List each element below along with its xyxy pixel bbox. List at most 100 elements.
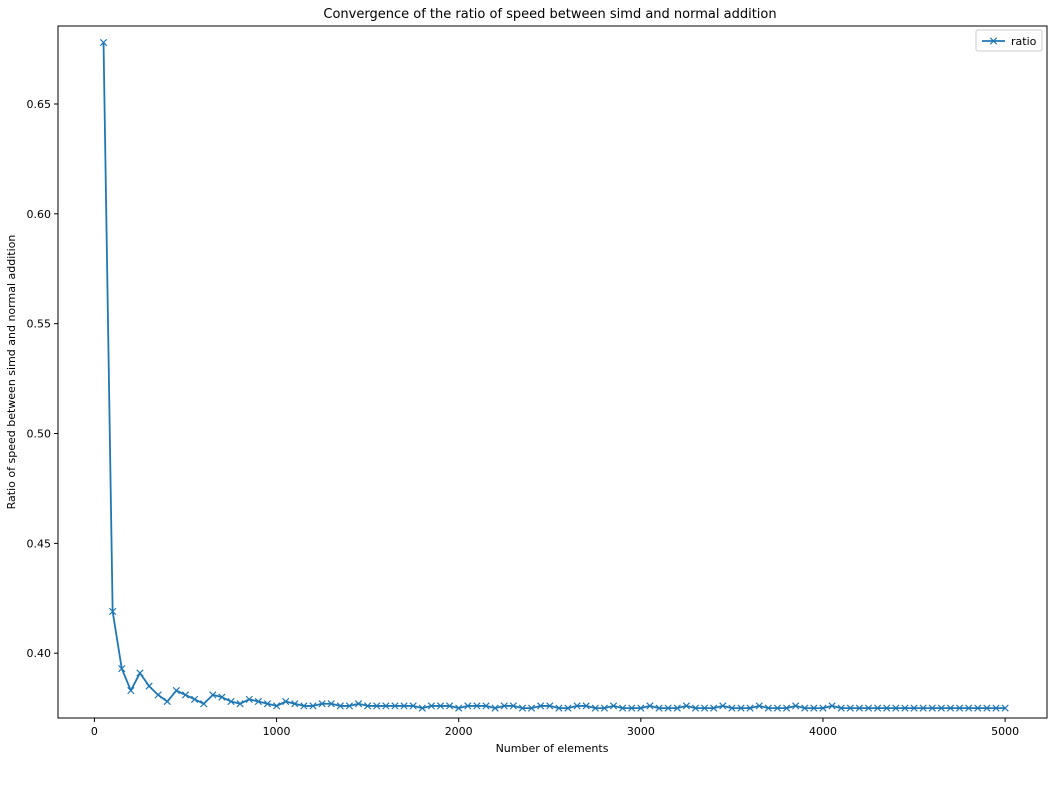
data-point [928,704,936,712]
y-tick-label: 0.40 [27,647,52,660]
data-point [272,702,281,710]
data-point [737,704,745,712]
legend-marker [989,37,998,45]
data-point [637,704,645,712]
data-point [382,702,390,710]
data-point [919,704,927,712]
data-point [728,704,736,712]
data-point [846,704,854,712]
x-tick-label: 5000 [991,725,1019,738]
data-point [373,702,381,710]
data-point [609,702,618,710]
data-point [691,704,700,712]
data-point [482,702,490,710]
data-point [509,702,517,710]
data-point [436,702,445,710]
data-point [983,704,991,712]
data-point [291,700,299,708]
data-point [655,704,663,712]
data-point [391,702,399,710]
data-point [591,704,599,712]
data-point [719,702,727,710]
y-axis-title: Ratio of speed between simd and normal a… [5,235,18,510]
data-point [710,704,718,712]
data-point [136,669,144,677]
data-point [810,704,818,712]
data-point [518,704,527,712]
data-point [118,664,126,673]
series-line-ratio [102,42,1006,710]
y-tick-label: 0.50 [27,428,52,441]
data-point [172,686,181,695]
data-point [764,704,772,712]
data-point [445,702,454,710]
data-point [109,607,117,616]
data-point [309,702,317,710]
x-axis-title: Number of elements [496,742,609,755]
data-point [263,700,272,708]
data-point [837,704,845,712]
legend-box [975,29,1043,52]
data-point [700,704,709,712]
data-point [354,700,363,708]
chart-title: Convergence of the ratio of speed betwee… [323,7,776,22]
data-point [227,697,235,706]
data-point [673,704,681,712]
data-point [937,704,945,712]
data-point [254,697,262,706]
y-tick-label: 0.55 [27,318,52,331]
data-point [127,686,135,695]
data-point [873,704,882,712]
data-point [864,704,873,712]
y-tick-label: 0.45 [27,537,52,550]
data-point [628,704,636,712]
y-axis: 0.40 0.45 0.50 0.55 0.60 0.65 [27,98,58,660]
data-point [892,704,900,712]
data-point [773,704,782,712]
data-point [546,702,554,710]
data-point [163,697,171,706]
data-point [345,702,354,710]
data-point [883,704,891,712]
data-point [974,704,982,712]
data-point [755,702,763,710]
data-point [664,704,672,712]
data-point [409,702,417,710]
data-point [537,702,545,710]
data-point [400,702,408,710]
data-point [181,691,190,699]
data-point [646,702,654,710]
data-point [527,704,536,712]
data-point [99,38,108,47]
data-point [500,702,508,710]
data-point [801,704,809,712]
data-point [427,702,436,710]
y-tick-label: 0.60 [27,208,52,221]
x-tick-label: 0 [91,725,98,738]
data-point [555,704,563,712]
legend: ratio [975,29,1043,52]
data-point [200,700,208,708]
data-point [300,702,308,710]
data-point [336,702,344,710]
data-point [792,702,800,710]
axes-frame [57,25,1048,719]
data-point [418,704,426,712]
y-tick-label: 0.65 [27,98,52,111]
data-point [327,700,335,708]
data-point [218,693,226,701]
data-point [190,695,199,703]
data-point [582,702,590,710]
data-point [245,695,253,703]
legend-label-ratio: ratio [1011,35,1037,48]
data-point [910,704,918,712]
data-point [145,682,153,690]
data-point [600,704,609,712]
data-point [901,704,909,712]
data-point [473,702,481,710]
data-point [782,704,791,712]
data-point [618,704,627,712]
data-point [464,702,472,710]
